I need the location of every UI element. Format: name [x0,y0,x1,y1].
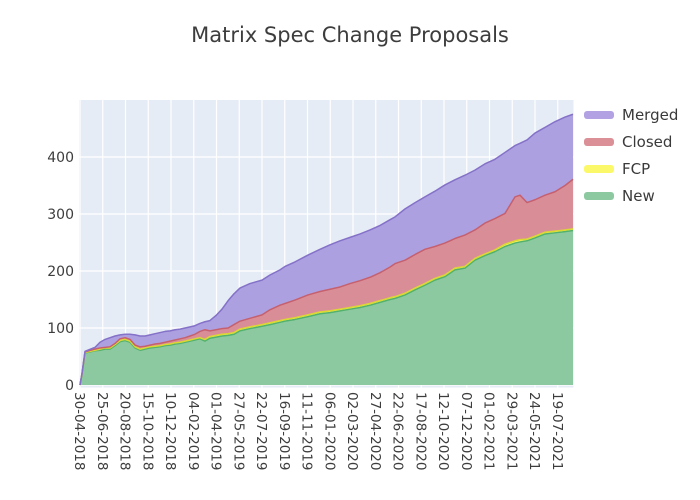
line-fcp [79,228,574,386]
line-closed [79,178,574,386]
area-merged [80,114,573,385]
x-tick-label: 10-12-2018 [162,392,178,470]
x-tick-label: 22-07-2019 [253,392,269,470]
x-tick-label: 06-01-2020 [321,392,337,470]
x-tick-label: 11-11-2019 [299,392,315,470]
legend-item-merged: Merged [584,101,678,128]
area-closed [80,179,573,385]
x-tick-label: 27-04-2020 [367,392,383,470]
legend-swatch-merged [584,110,614,119]
legend-swatch-fcp [584,164,614,173]
legend-swatch-closed [584,137,614,146]
legend-item-new: New [584,182,678,209]
legend-item-fcp: FCP [584,155,678,182]
x-tick-label: 04-02-2019 [185,392,201,470]
y-tick-label: 300 [47,207,74,223]
x-tick-label: 25-06-2018 [94,392,110,470]
x-tick-label: 12-10-2020 [435,392,451,470]
legend-label: FCP [622,159,651,178]
legend-item-closed: Closed [584,128,678,155]
x-tick-label: 16-09-2019 [276,392,292,470]
x-tick-label: 02-03-2020 [344,392,360,470]
legend-label: New [622,186,655,205]
legend-swatch-new [584,191,614,200]
x-tick-label: 15-10-2018 [139,392,155,470]
x-tick-label: 22-06-2020 [390,392,406,470]
y-tick-label: 200 [47,264,74,280]
x-tick-label: 17-08-2020 [412,392,428,470]
x-tick-label: 07-12-2020 [458,392,474,470]
line-new [79,229,574,386]
legend-label: Merged [622,105,679,124]
x-tick-label: 30-04-2018 [71,392,87,470]
y-tick-label: 400 [47,150,74,166]
x-tick-label: 29-03-2021 [503,392,519,470]
legend: Merged Closed FCP New [584,101,678,209]
y-tick-label: 0 [65,378,74,394]
x-tick-label: 27-05-2019 [230,392,246,470]
legend-label: Closed [622,132,673,151]
x-tick-label: 19-07-2021 [549,392,565,470]
y-tick-label: 100 [47,321,74,337]
x-tick-label: 20-08-2018 [117,392,133,470]
line-merged [79,113,574,386]
x-tick-label: 01-02-2021 [481,392,497,470]
chart-title: Matrix Spec Change Proposals [191,23,509,47]
x-tick-label: 24-05-2021 [526,392,542,470]
area-new [80,230,573,385]
x-tick-label: 01-04-2019 [208,392,224,470]
